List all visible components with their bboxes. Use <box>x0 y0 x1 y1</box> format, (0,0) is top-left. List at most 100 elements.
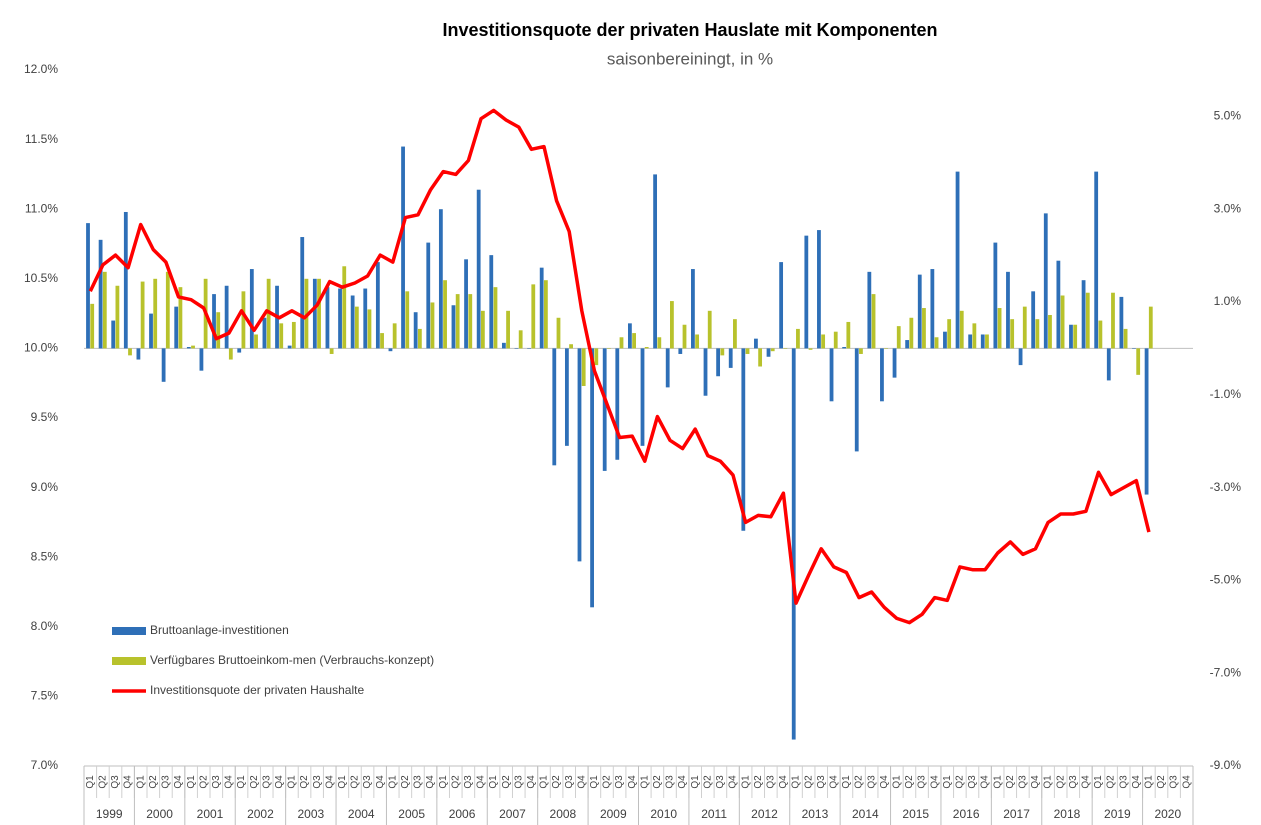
bar <box>640 348 645 446</box>
bar <box>922 308 926 349</box>
bar <box>262 317 267 349</box>
x-tick-label: Q4 <box>1030 775 1041 789</box>
bar <box>783 348 788 349</box>
x-tick-label: Q3 <box>1169 775 1180 789</box>
y2-tick-label: -9.0% <box>1210 758 1242 772</box>
x-tick-label: Q1 <box>639 775 650 789</box>
y-tick-label: 9.0% <box>31 480 59 494</box>
bar <box>691 269 695 349</box>
bar <box>1031 291 1036 349</box>
bar <box>947 319 952 349</box>
bar <box>581 348 586 386</box>
y-tick-label: 8.5% <box>31 549 59 563</box>
bar <box>1006 271 1010 349</box>
x-tick-label: Q3 <box>161 775 172 789</box>
bar <box>153 278 158 349</box>
x-tick-label: Q2 <box>249 775 260 789</box>
x-tick-label: Q1 <box>186 775 197 789</box>
bar <box>338 288 342 349</box>
bar <box>741 348 746 531</box>
x-tick-label: Q2 <box>803 775 814 789</box>
bar <box>556 317 561 349</box>
bar <box>254 334 258 349</box>
bar <box>90 303 95 349</box>
chart-subtitle: saisonbereiningt, in % <box>607 49 773 68</box>
bar <box>1073 324 1078 349</box>
bar <box>707 310 712 349</box>
x-tick-label: Q1 <box>85 775 96 789</box>
bar <box>779 262 784 349</box>
x-tick-label: Q3 <box>261 775 272 789</box>
bar <box>186 347 191 349</box>
x-tick-label: Q3 <box>513 775 524 789</box>
bar <box>896 326 901 349</box>
y-tick-label: 9.5% <box>31 410 59 424</box>
bar <box>955 171 960 349</box>
bar <box>821 334 826 349</box>
year-label: 2003 <box>297 807 324 821</box>
x-tick-label: Q1 <box>690 775 701 789</box>
bar <box>728 348 733 368</box>
bar <box>317 278 321 349</box>
bar <box>934 337 939 349</box>
x-tick-label: Q2 <box>1106 775 1117 789</box>
y2-tick-label: 3.0% <box>1214 201 1242 215</box>
bar <box>102 271 107 349</box>
bar <box>1119 296 1124 349</box>
bar <box>464 259 468 349</box>
bar <box>1035 319 1040 349</box>
bar <box>930 269 935 349</box>
x-tick-label: Q4 <box>879 775 890 789</box>
bar <box>312 278 317 349</box>
x-tick-label: Q4 <box>476 775 487 789</box>
bar <box>733 319 737 349</box>
bar <box>745 348 750 354</box>
bar <box>657 337 662 349</box>
bar <box>1106 348 1111 381</box>
legend-label: Bruttoanlage-investitionen <box>150 623 289 637</box>
bar <box>943 331 947 349</box>
bar <box>1148 306 1153 349</box>
bar <box>590 348 594 608</box>
x-tick-label: Q2 <box>501 775 512 789</box>
legend-swatch <box>112 627 146 635</box>
y-tick-label: 8.0% <box>31 619 59 633</box>
bar <box>115 285 120 349</box>
bar <box>644 347 649 349</box>
bar <box>501 342 506 349</box>
x-tick-label: Q3 <box>362 775 373 789</box>
bar <box>796 328 800 349</box>
bar <box>212 294 216 349</box>
bar <box>342 266 347 349</box>
year-label: 2002 <box>247 807 274 821</box>
y-tick-label: 11.0% <box>25 201 58 215</box>
bar <box>833 331 838 349</box>
bar <box>993 242 998 349</box>
x-tick-label: Q4 <box>224 775 235 789</box>
bar <box>237 348 242 353</box>
bar <box>817 230 821 349</box>
bar <box>178 287 183 349</box>
bar <box>451 305 456 349</box>
y2-tick-label: 5.0% <box>1214 109 1242 123</box>
bar <box>367 309 372 349</box>
bar <box>1069 324 1073 349</box>
bar <box>564 348 569 446</box>
x-tick-label: Q1 <box>740 775 751 789</box>
bar <box>619 337 624 349</box>
y-tick-label: 7.5% <box>31 689 59 703</box>
bar <box>632 333 636 349</box>
bar <box>380 333 384 349</box>
bar <box>770 348 775 352</box>
bar <box>854 348 859 452</box>
bar <box>279 323 284 349</box>
bar <box>518 330 523 349</box>
x-tick-label: Q4 <box>980 775 991 789</box>
year-label: 2008 <box>550 807 577 821</box>
x-tick-label: Q3 <box>1118 775 1129 789</box>
x-tick-label: Q1 <box>387 775 398 789</box>
y2-tick-label: -3.0% <box>1210 480 1242 494</box>
x-tick-label: Q1 <box>891 775 902 789</box>
x-tick-label: Q2 <box>299 775 310 789</box>
year-label: 2012 <box>751 807 778 821</box>
